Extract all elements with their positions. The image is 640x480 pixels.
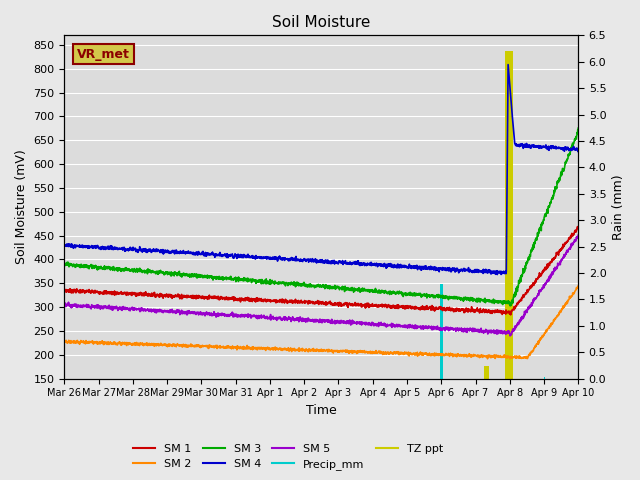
Y-axis label: Rain (mm): Rain (mm)	[612, 174, 625, 240]
Text: VR_met: VR_met	[77, 48, 130, 60]
Title: Soil Moisture: Soil Moisture	[272, 15, 371, 30]
Y-axis label: Soil Moisture (mV): Soil Moisture (mV)	[15, 150, 28, 264]
X-axis label: Time: Time	[306, 404, 337, 417]
Legend: SM 1, SM 2, SM 3, SM 4, SM 5, Precip_mm, TZ ppt: SM 1, SM 2, SM 3, SM 4, SM 5, Precip_mm,…	[129, 439, 447, 474]
